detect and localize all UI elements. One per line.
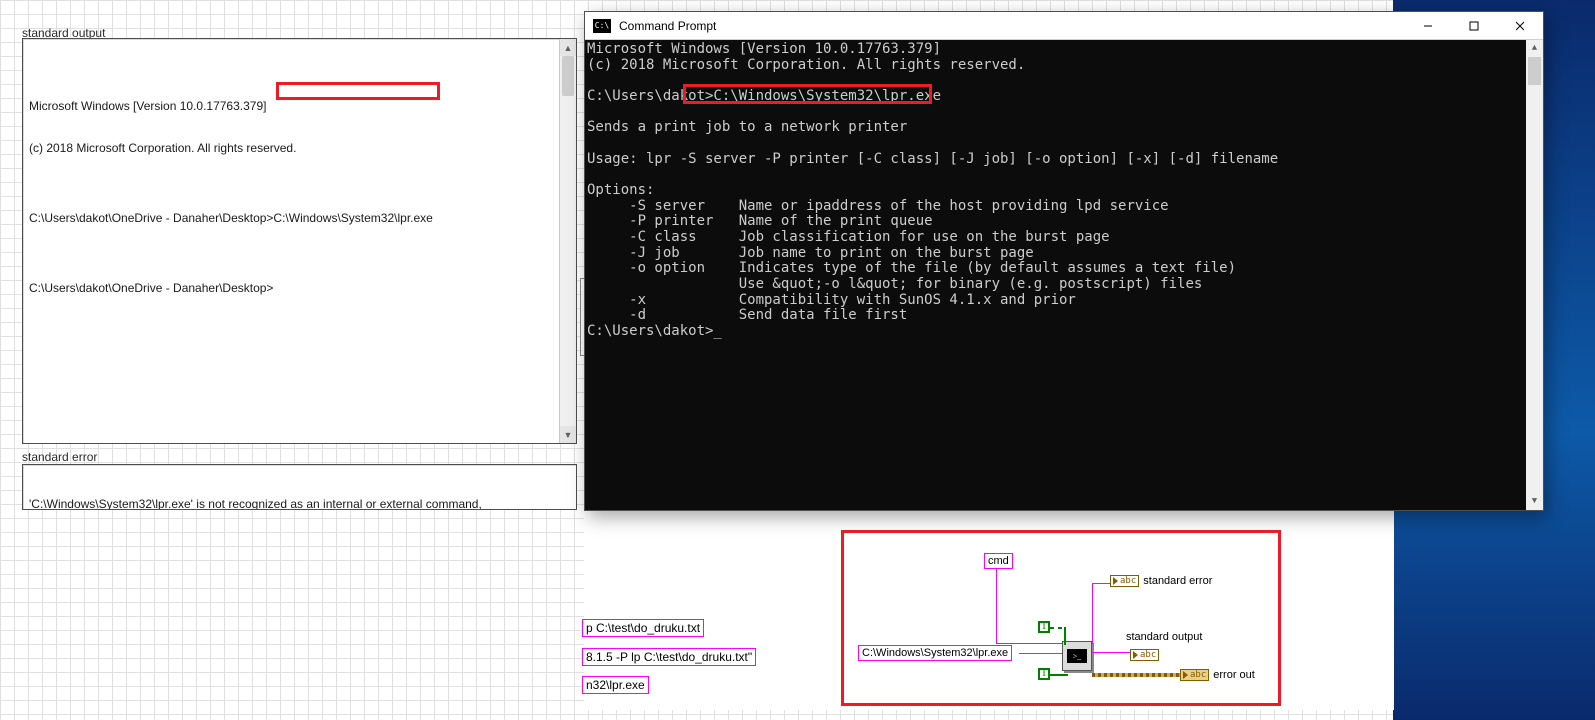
scroll-thumb[interactable] [562, 56, 574, 96]
close-button[interactable] [1497, 12, 1543, 39]
wire [1050, 674, 1068, 676]
wire [1092, 583, 1093, 644]
bd-stdout-label: standard output [1126, 631, 1202, 643]
terminal-icon: >_ [1067, 649, 1087, 663]
cmd-scrollbar[interactable]: ▲ ▼ [1526, 40, 1543, 510]
bd-input-string: C:\Windows\System32\lpr.exe [858, 645, 1012, 661]
scroll-up-icon[interactable]: ▲ [560, 39, 576, 56]
bd-stderr-indicator: abc standard error [1110, 575, 1212, 587]
cmd-highlight-rect [683, 84, 932, 104]
bd-stdout-indicator: abc [1130, 646, 1159, 664]
scroll-up-icon[interactable]: ▲ [1526, 40, 1543, 57]
stdout-line: C:\Users\dakot\OneDrive - Danaher\Deskto… [29, 281, 553, 295]
stdout-line: Microsoft Windows [Version 10.0.17763.37… [29, 99, 553, 113]
cmd-title: Command Prompt [619, 19, 1405, 33]
scroll-down-icon[interactable]: ▼ [560, 426, 576, 443]
scroll-down-icon[interactable]: ▼ [1526, 493, 1543, 510]
wire [1019, 653, 1062, 654]
bd-bool-const-1 [1038, 621, 1050, 633]
stdout-line: C:\Users\dakot\OneDrive - Danaher\Deskto… [29, 211, 553, 225]
scroll-thumb[interactable] [1528, 57, 1541, 85]
bd-cmd-label: cmd [984, 553, 1013, 569]
wire [1092, 652, 1130, 653]
wire [1092, 673, 1180, 677]
bd-snippet-b: 8.1.5 -P lp C:\test\do_druku.txt" [582, 648, 756, 666]
cmd-body[interactable]: Microsoft Windows [Version 10.0.17763.37… [585, 40, 1543, 510]
wire [996, 643, 1062, 644]
cmd-icon: C:\ [593, 19, 611, 33]
wire [1092, 583, 1110, 584]
bd-system-exec-node: >_ [1062, 641, 1092, 671]
wire [1064, 627, 1066, 645]
stderr-text: 'C:\Windows\System32\lpr.exe' is not rec… [29, 497, 570, 510]
wire [1050, 627, 1064, 629]
bd-snippet-c: n32\lpr.exe [582, 676, 649, 694]
cmd-titlebar[interactable]: C:\ Command Prompt [585, 12, 1543, 40]
bd-bool-const-2 [1038, 668, 1050, 680]
bd-errout-label: error out [1213, 669, 1255, 681]
minimize-button[interactable] [1405, 12, 1451, 39]
bd-snippet-a: p C:\test\do_druku.txt [582, 619, 704, 637]
stdout-highlight-rect [276, 82, 440, 100]
bd-stderr-label: standard error [1143, 575, 1212, 587]
maximize-button[interactable] [1451, 12, 1497, 39]
wire [996, 569, 997, 643]
stdout-line: (c) 2018 Microsoft Corporation. All righ… [29, 141, 553, 155]
stderr-textbox[interactable]: 'C:\Windows\System32\lpr.exe' is not rec… [22, 464, 577, 510]
bd-errout-indicator: abc error out [1180, 669, 1255, 681]
stdout-scrollbar[interactable]: ▲ ▼ [559, 39, 576, 443]
block-diagram-frame: cmd C:\Windows\System32\lpr.exe abc stan… [841, 530, 1281, 706]
